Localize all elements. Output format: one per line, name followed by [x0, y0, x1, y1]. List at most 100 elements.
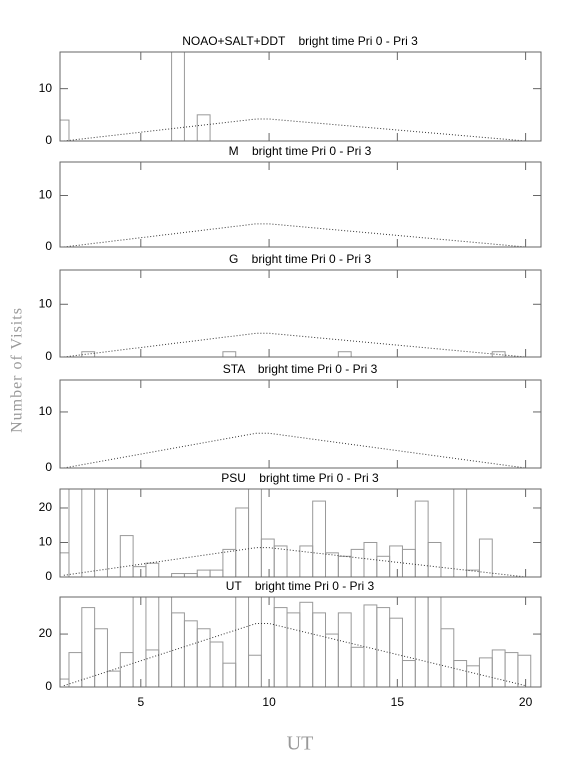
bar — [376, 607, 391, 687]
y-tick-label: 10 — [39, 81, 53, 95]
panel-frame — [59, 488, 542, 578]
model-line — [63, 223, 526, 247]
bar — [337, 351, 352, 357]
bar — [60, 678, 70, 687]
model-line — [63, 547, 526, 577]
bar — [235, 597, 250, 687]
panel-title: NOAO+SALT+DDT bright time Pri 0 - Pri 3 — [182, 34, 418, 48]
bar — [60, 552, 70, 577]
model-line — [63, 332, 526, 357]
bar — [401, 548, 416, 577]
y-tick-label: 10 — [39, 404, 53, 418]
bar — [209, 569, 224, 577]
y-axis-label: Number of Visits — [9, 307, 26, 433]
bar — [491, 649, 506, 687]
panel-frame — [59, 269, 542, 358]
bar — [94, 628, 108, 687]
bar — [414, 597, 429, 687]
y-tick-label: 0 — [45, 569, 52, 583]
bar — [337, 612, 352, 687]
y-tick-label: 0 — [45, 349, 52, 363]
bar — [504, 652, 519, 687]
panel-frame — [59, 51, 542, 142]
y-tick-label: 0 — [45, 679, 52, 693]
bar — [325, 552, 339, 577]
plot-area — [60, 489, 526, 577]
y-tick-label: 0 — [45, 460, 52, 474]
bar — [171, 573, 185, 577]
bar — [196, 628, 211, 687]
bar — [337, 555, 352, 577]
bar — [401, 660, 416, 687]
panel-title: M bright time Pri 0 - Pri 3 — [229, 144, 372, 158]
bar — [299, 545, 314, 577]
bar — [427, 597, 442, 687]
model-line — [63, 118, 526, 141]
bar — [145, 649, 160, 687]
plot-area — [60, 597, 532, 687]
bar — [312, 500, 327, 577]
y-tick-label: 10 — [39, 188, 53, 202]
bar — [312, 612, 327, 687]
panel-title: PSU bright time Pri 0 - Pri 3 — [221, 471, 379, 485]
y-tick-label: 0 — [45, 239, 52, 253]
x-tick-label: 20 — [519, 695, 533, 709]
plot-area — [63, 432, 526, 468]
panel-title: STA bright time Pri 0 - Pri 3 — [223, 362, 378, 376]
bar — [222, 662, 237, 687]
bar — [196, 569, 211, 577]
bar — [286, 612, 301, 687]
bar — [68, 489, 83, 577]
x-tick-label: 15 — [391, 695, 405, 709]
bar — [427, 541, 442, 577]
bar — [235, 507, 250, 577]
panel-title: G bright time Pri 0 - Pri 3 — [229, 252, 371, 266]
bar — [260, 597, 275, 687]
bar — [248, 654, 262, 687]
bar — [222, 351, 237, 357]
bar — [363, 604, 378, 687]
bar — [453, 489, 468, 577]
panel-frame — [59, 161, 542, 248]
bar — [171, 612, 185, 687]
y-tick-label: 10 — [39, 296, 53, 310]
bar — [478, 538, 493, 577]
bar — [183, 620, 198, 687]
panel-frame — [59, 596, 542, 688]
x-tick-label: 10 — [262, 695, 276, 709]
bar — [273, 607, 288, 687]
bar — [350, 646, 365, 687]
bar — [209, 641, 224, 687]
bar — [440, 628, 455, 687]
y-tick-label: 20 — [39, 626, 53, 640]
bar — [183, 573, 198, 577]
bar — [81, 607, 96, 687]
bar — [414, 500, 429, 577]
bar — [350, 548, 365, 577]
bar — [158, 597, 173, 687]
bar — [119, 535, 134, 577]
bar — [299, 601, 314, 687]
panel-title: UT bright time Pri 0 - Pri 3 — [226, 579, 375, 593]
panel-frame — [59, 379, 542, 469]
bar — [478, 657, 493, 687]
bar — [222, 548, 237, 577]
bar — [132, 597, 147, 687]
bar — [325, 633, 339, 687]
bar — [389, 617, 403, 687]
bar — [273, 545, 288, 577]
plot-area — [60, 52, 526, 141]
bar — [376, 555, 391, 577]
bar — [145, 562, 160, 577]
bar — [466, 665, 480, 687]
plot-area — [63, 332, 526, 357]
bar — [119, 652, 134, 687]
bar — [196, 114, 211, 141]
bar — [517, 654, 532, 687]
bar — [260, 538, 275, 577]
bar — [106, 670, 121, 687]
y-tick-label: 10 — [39, 535, 53, 549]
bar — [466, 569, 480, 577]
